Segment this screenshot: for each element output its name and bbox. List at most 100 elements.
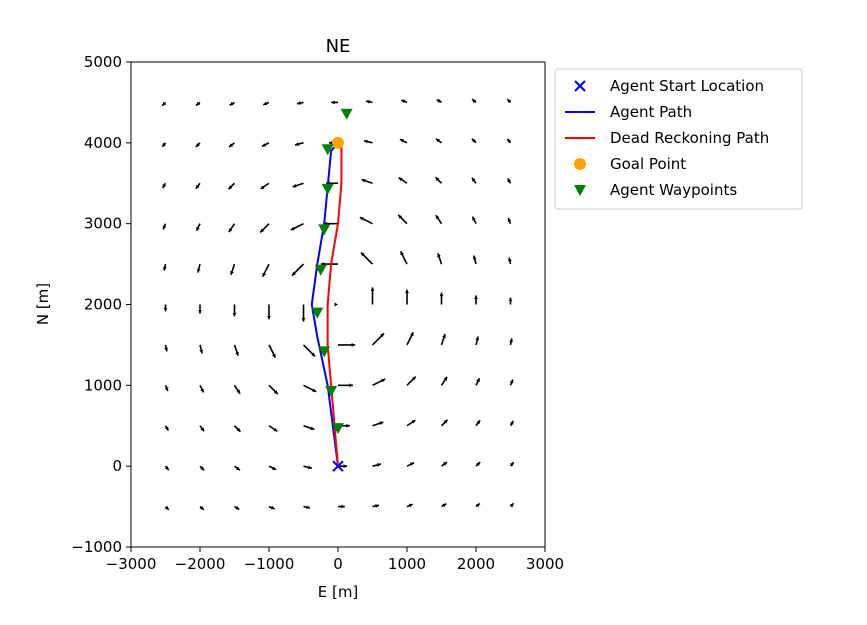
vector-arrow [268,465,277,471]
vector-arrow [406,331,415,346]
vector-arrow [233,425,242,433]
goal-marker [332,136,344,149]
vector-arrow [291,263,305,277]
vector-arrow [303,424,315,431]
goal-marker [574,158,586,170]
vector-arrow [262,101,270,106]
vector-arrow [268,344,277,358]
legend-label: Dead Reckoning Path [610,129,769,147]
x-tick-label: 2000 [457,555,495,573]
waypoint-marker [321,144,334,156]
vector-arrow [406,375,417,386]
x-tick-label: −3000 [106,555,157,573]
vector-arrow [440,419,449,427]
waypoint-marker [332,423,344,435]
vector-arrow [507,217,512,224]
legend-label: Agent Waypoints [610,181,737,199]
vector-arrow [405,289,409,305]
vector-arrow [290,222,304,231]
y-axis-label: N [m] [34,283,52,325]
vector-arrow [471,138,477,144]
vector-arrow [294,142,304,146]
waypoint-marker [318,224,331,236]
vector-arrow [228,142,235,148]
vector-arrow [506,138,512,144]
vector-arrow [331,100,338,105]
vector-arrow [475,461,481,467]
y-tick-label: 1000 [84,376,122,394]
vector-arrow [360,251,374,265]
vector-arrow [268,505,276,510]
vector-arrow [161,101,167,107]
vector-arrow [163,263,167,271]
waypoint-marker [325,385,338,397]
vector-arrow [161,142,167,148]
vector-arrow [267,304,271,320]
legend-item: Agent Start Location [574,77,764,95]
legend-label: Agent Start Location [610,77,764,95]
vector-arrow [292,182,304,188]
vector-arrow [195,142,201,148]
vector-arrow [227,182,236,190]
vector-arrow [302,344,316,358]
vector-arrow [361,178,373,185]
x-tick-label: −2000 [175,555,226,573]
vector-arrow [303,384,317,393]
vector-arrow [261,263,270,278]
vector-arrow [475,419,481,427]
vector-arrow [397,214,408,225]
vector-arrow [338,504,345,509]
vector-arrow [434,176,443,184]
vector-arrow [509,420,515,427]
vector-arrow [372,504,380,508]
x-tick-label: −1000 [244,555,295,573]
legend-item: Dead Reckoning Path [565,129,769,147]
chart-title: NE [326,36,351,57]
vector-arrow [440,333,446,346]
vector-arrow [301,304,306,322]
legend: Agent Start Location Agent Path Dead Recko… [554,68,803,210]
waypoint-marker [311,307,324,319]
vector-arrow [338,342,356,347]
vector-field [161,98,515,511]
vector-arrow [365,99,373,104]
vector-arrow [400,99,408,104]
vector-arrow [508,297,513,305]
vector-arrow [233,384,241,395]
vector-arrow [509,379,514,386]
vector-arrow [509,502,515,508]
vector-arrow [234,465,241,471]
vector-arrow [195,101,201,107]
vector-arrow [161,182,167,189]
waypoint-marker [340,108,353,120]
legend-items: Agent Start Location Agent Path Dead Recko… [565,77,769,199]
vector-arrow [370,287,375,305]
vector-arrow [363,139,373,144]
vector-arrow [229,101,235,106]
vector-arrow [164,344,168,352]
waypoint-marker [318,346,331,358]
vector-arrow [472,255,477,265]
vector-arrow [398,176,408,184]
vector-arrow [475,502,481,508]
vector-arrow [228,223,236,233]
vector-arrow [234,505,240,511]
vector-arrow [199,344,204,354]
y-tick-label: 4000 [84,134,122,152]
vector-arrow [338,383,353,388]
vector-arrow [163,304,168,312]
vector-arrow [199,425,205,432]
vector-arrow [471,216,477,225]
legend-item: Goal Point [574,155,686,173]
vector-arrow [199,465,205,471]
vector-arrow [406,503,414,508]
vector-arrow [436,98,442,104]
x-axis-ticks: −3000 −2000 −1000 0 1000 2000 3000 [106,547,564,573]
vector-arrow [334,302,338,307]
waypoint-marker [574,185,586,196]
x-tick-label: 3000 [526,555,564,573]
legend-label: Goal Point [610,155,686,173]
vector-arrow [372,463,382,467]
vector-arrow [296,101,304,105]
agent-path-line [310,142,339,467]
